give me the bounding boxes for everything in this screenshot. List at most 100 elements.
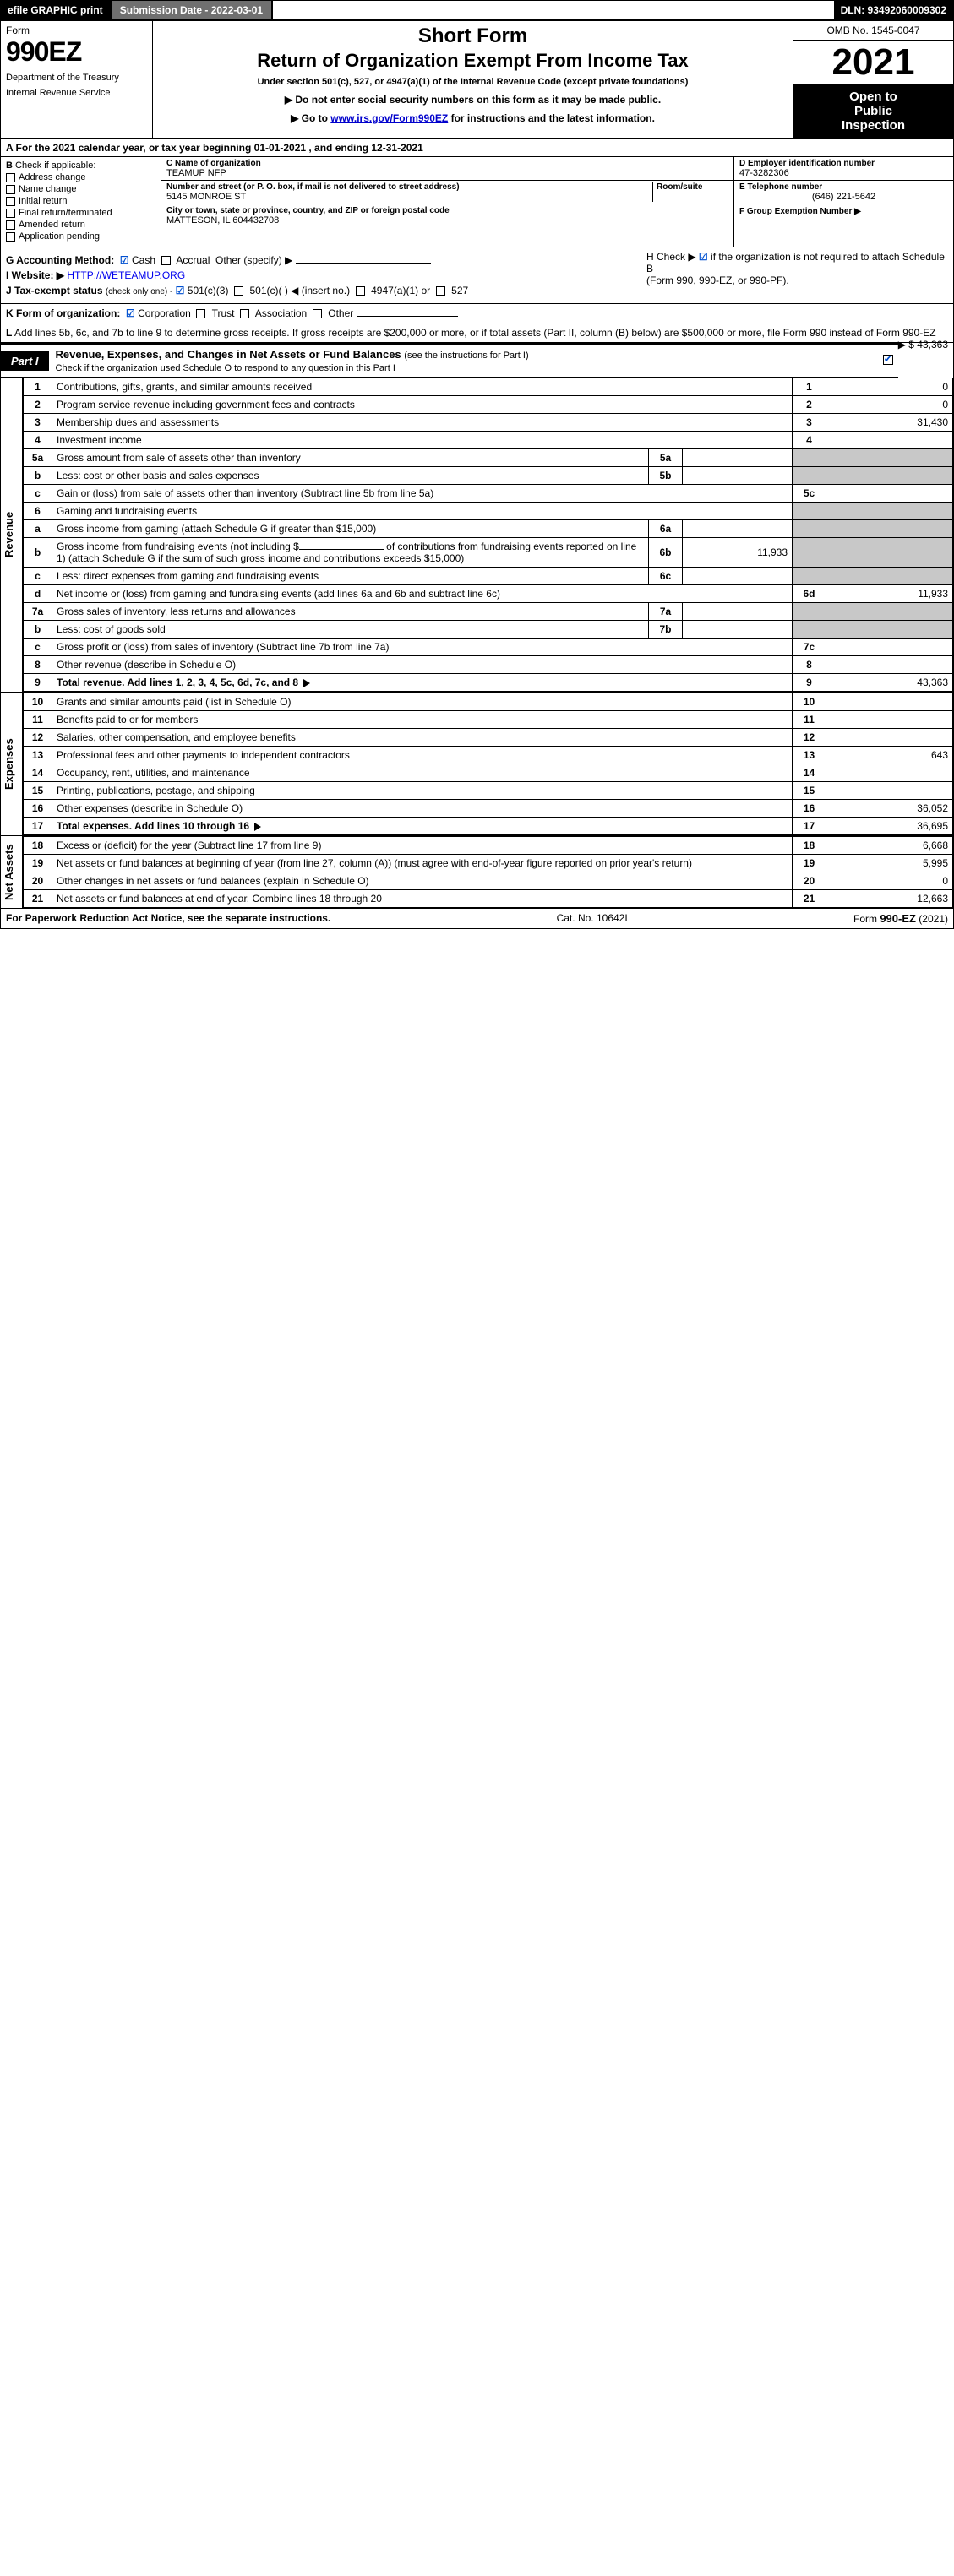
arrow-icon: [254, 823, 261, 831]
open-line2: Public: [797, 104, 950, 118]
arrow-icon: [303, 679, 310, 687]
omb-number: OMB No. 1545-0047: [793, 21, 953, 41]
street-value: 5145 MONROE ST: [166, 192, 652, 202]
line-17: 17Total expenses. Add lines 10 through 1…: [24, 818, 953, 835]
submission-date: Submission Date - 2022-03-01: [112, 1, 273, 19]
checkbox-icon[interactable]: [6, 173, 15, 182]
goto-link[interactable]: www.irs.gov/Form990EZ: [330, 112, 448, 124]
l-text: Add lines 5b, 6c, and 7b to line 9 to de…: [14, 327, 936, 339]
city-label: City or town, state or province, country…: [166, 206, 728, 215]
l-amount: ▶ $ 43,363: [898, 339, 948, 351]
revenue-table: 1Contributions, gifts, grants, and simil…: [23, 378, 953, 692]
expenses-section: Expenses 10Grants and similar amounts pa…: [1, 693, 953, 836]
line-7a: 7aGross sales of inventory, less returns…: [24, 603, 953, 621]
line-6c: cLess: direct expenses from gaming and f…: [24, 568, 953, 585]
goto-post: for instructions and the latest informat…: [448, 112, 655, 124]
open-inspection: Open to Public Inspection: [793, 84, 953, 138]
expenses-table: 10Grants and similar amounts paid (list …: [23, 693, 953, 835]
j-label: J Tax-exempt status: [6, 285, 103, 296]
goto-line: ▶ Go to www.irs.gov/Form990EZ for instru…: [160, 112, 786, 124]
chk-amended: Amended return: [6, 220, 155, 230]
org-name: TEAMUP NFP: [166, 168, 728, 178]
room-label: Room/suite: [657, 182, 728, 192]
row-i: I Website: ▶ HTTP://WETEAMUP.ORG: [6, 269, 635, 281]
row-h: H Check ▶ ☑ if the organization is not r…: [641, 247, 953, 303]
efile-label: efile GRAPHIC print: [1, 1, 112, 19]
line-5c: cGain or (loss) from sale of assets othe…: [24, 485, 953, 503]
line-14: 14Occupancy, rent, utilities, and mainte…: [24, 764, 953, 782]
chk-initial: Initial return: [6, 196, 155, 206]
checkbox-icon[interactable]: [240, 309, 249, 318]
line-a: A For the 2021 calendar year, or tax yea…: [1, 139, 953, 157]
line-10: 10Grants and similar amounts paid (list …: [24, 693, 953, 711]
line-l: L Add lines 5b, 6c, and 7b to line 9 to …: [1, 323, 953, 343]
line-6a: aGross income from gaming (attach Schedu…: [24, 520, 953, 538]
group-label: F Group Exemption Number ▶: [739, 207, 861, 216]
checkbox-icon[interactable]: [6, 185, 15, 194]
netassets-vlabel: Net Assets: [1, 836, 23, 908]
checkbox-icon[interactable]: [234, 286, 243, 296]
checkbox-icon[interactable]: [6, 209, 15, 218]
part-tab: Part I: [1, 351, 49, 371]
line-6d: dNet income or (loss) from gaming and fu…: [24, 585, 953, 603]
line-16: 16Other expenses (describe in Schedule O…: [24, 800, 953, 818]
short-form-title: Short Form: [160, 24, 786, 48]
open-line1: Open to: [797, 90, 950, 104]
checkbox-icon[interactable]: [313, 309, 322, 318]
row-g: G Accounting Method: ☑ Cash Accrual Othe…: [6, 254, 635, 266]
row-j: J Tax-exempt status (check only one) - ☑…: [6, 285, 635, 296]
page-footer: For Paperwork Reduction Act Notice, see …: [1, 909, 953, 928]
checkbox-icon[interactable]: [6, 232, 15, 242]
line-11: 11Benefits paid to or for members11: [24, 711, 953, 729]
line-3: 3Membership dues and assessments331,430: [24, 414, 953, 432]
checkbox-icon[interactable]: [6, 220, 15, 230]
group-cell: F Group Exemption Number ▶: [734, 204, 953, 218]
netassets-section: Net Assets 18Excess or (deficit) for the…: [1, 836, 953, 909]
entity-block: B Check if applicable: Address change Na…: [1, 157, 953, 247]
b-label: B: [6, 160, 13, 171]
org-name-cell: C Name of organization TEAMUP NFP: [161, 157, 733, 181]
line-20: 20Other changes in net assets or fund ba…: [24, 872, 953, 890]
ein-value: 47-3282306: [739, 168, 948, 178]
check-icon: ☑: [120, 254, 129, 266]
website-link[interactable]: HTTP://WETEAMUP.ORG: [67, 269, 185, 281]
g-label: G Accounting Method:: [6, 254, 114, 266]
line-9: 9Total revenue. Add lines 1, 2, 3, 4, 5c…: [24, 674, 953, 692]
form-header: Form 990EZ Department of the Treasury In…: [1, 19, 953, 139]
header-left: Form 990EZ Department of the Treasury In…: [1, 21, 153, 138]
check-if-label: Check if applicable:: [15, 160, 95, 171]
tel-value: (646) 221-5642: [739, 192, 948, 202]
line-6: 6Gaming and fundraising events: [24, 503, 953, 520]
checkbox-icon[interactable]: [196, 309, 205, 318]
section-b: B Check if applicable: Address change Na…: [1, 157, 161, 247]
h-text3: (Form 990, 990-EZ, or 990-PF).: [646, 274, 789, 286]
line-19: 19Net assets or fund balances at beginni…: [24, 855, 953, 872]
line-7b: bLess: cost of goods sold7b: [24, 621, 953, 639]
other-blank: [357, 316, 458, 317]
checkbox-icon[interactable]: [6, 197, 15, 206]
part-title: Revenue, Expenses, and Changes in Net As…: [49, 345, 878, 377]
checkbox-icon[interactable]: [161, 256, 171, 265]
checkbox-icon[interactable]: [356, 286, 365, 296]
line-8: 8Other revenue (describe in Schedule O)8: [24, 656, 953, 674]
dln-label: DLN: 93492060009302: [834, 1, 953, 19]
open-line3: Inspection: [797, 118, 950, 133]
under-section: Under section 501(c), 527, or 4947(a)(1)…: [160, 77, 786, 87]
checkbox-icon[interactable]: [436, 286, 445, 296]
line-18: 18Excess or (deficit) for the year (Subt…: [24, 837, 953, 855]
line-15: 15Printing, publications, postage, and s…: [24, 782, 953, 800]
street-cell: Number and street (or P. O. box, if mail…: [161, 181, 733, 204]
chk-name: Name change: [6, 184, 155, 194]
tel-label: E Telephone number: [739, 182, 948, 192]
goto-pre: ▶ Go to: [291, 112, 330, 124]
footer-left: For Paperwork Reduction Act Notice, see …: [6, 912, 330, 925]
line-k: K Form of organization: ☑ Corporation Tr…: [1, 304, 953, 323]
section-d: D Employer identification number 47-3282…: [733, 157, 953, 247]
netassets-table: 18Excess or (deficit) for the year (Subt…: [23, 836, 953, 908]
tel-cell: E Telephone number (646) 221-5642: [734, 181, 953, 204]
checkbox-checked-icon[interactable]: [883, 355, 893, 365]
h-text1: H Check ▶: [646, 251, 696, 263]
header-right: OMB No. 1545-0047 2021 Open to Public In…: [793, 21, 953, 138]
footer-right: Form 990-EZ (2021): [853, 912, 948, 925]
dept-irs: Internal Revenue Service: [6, 88, 147, 98]
